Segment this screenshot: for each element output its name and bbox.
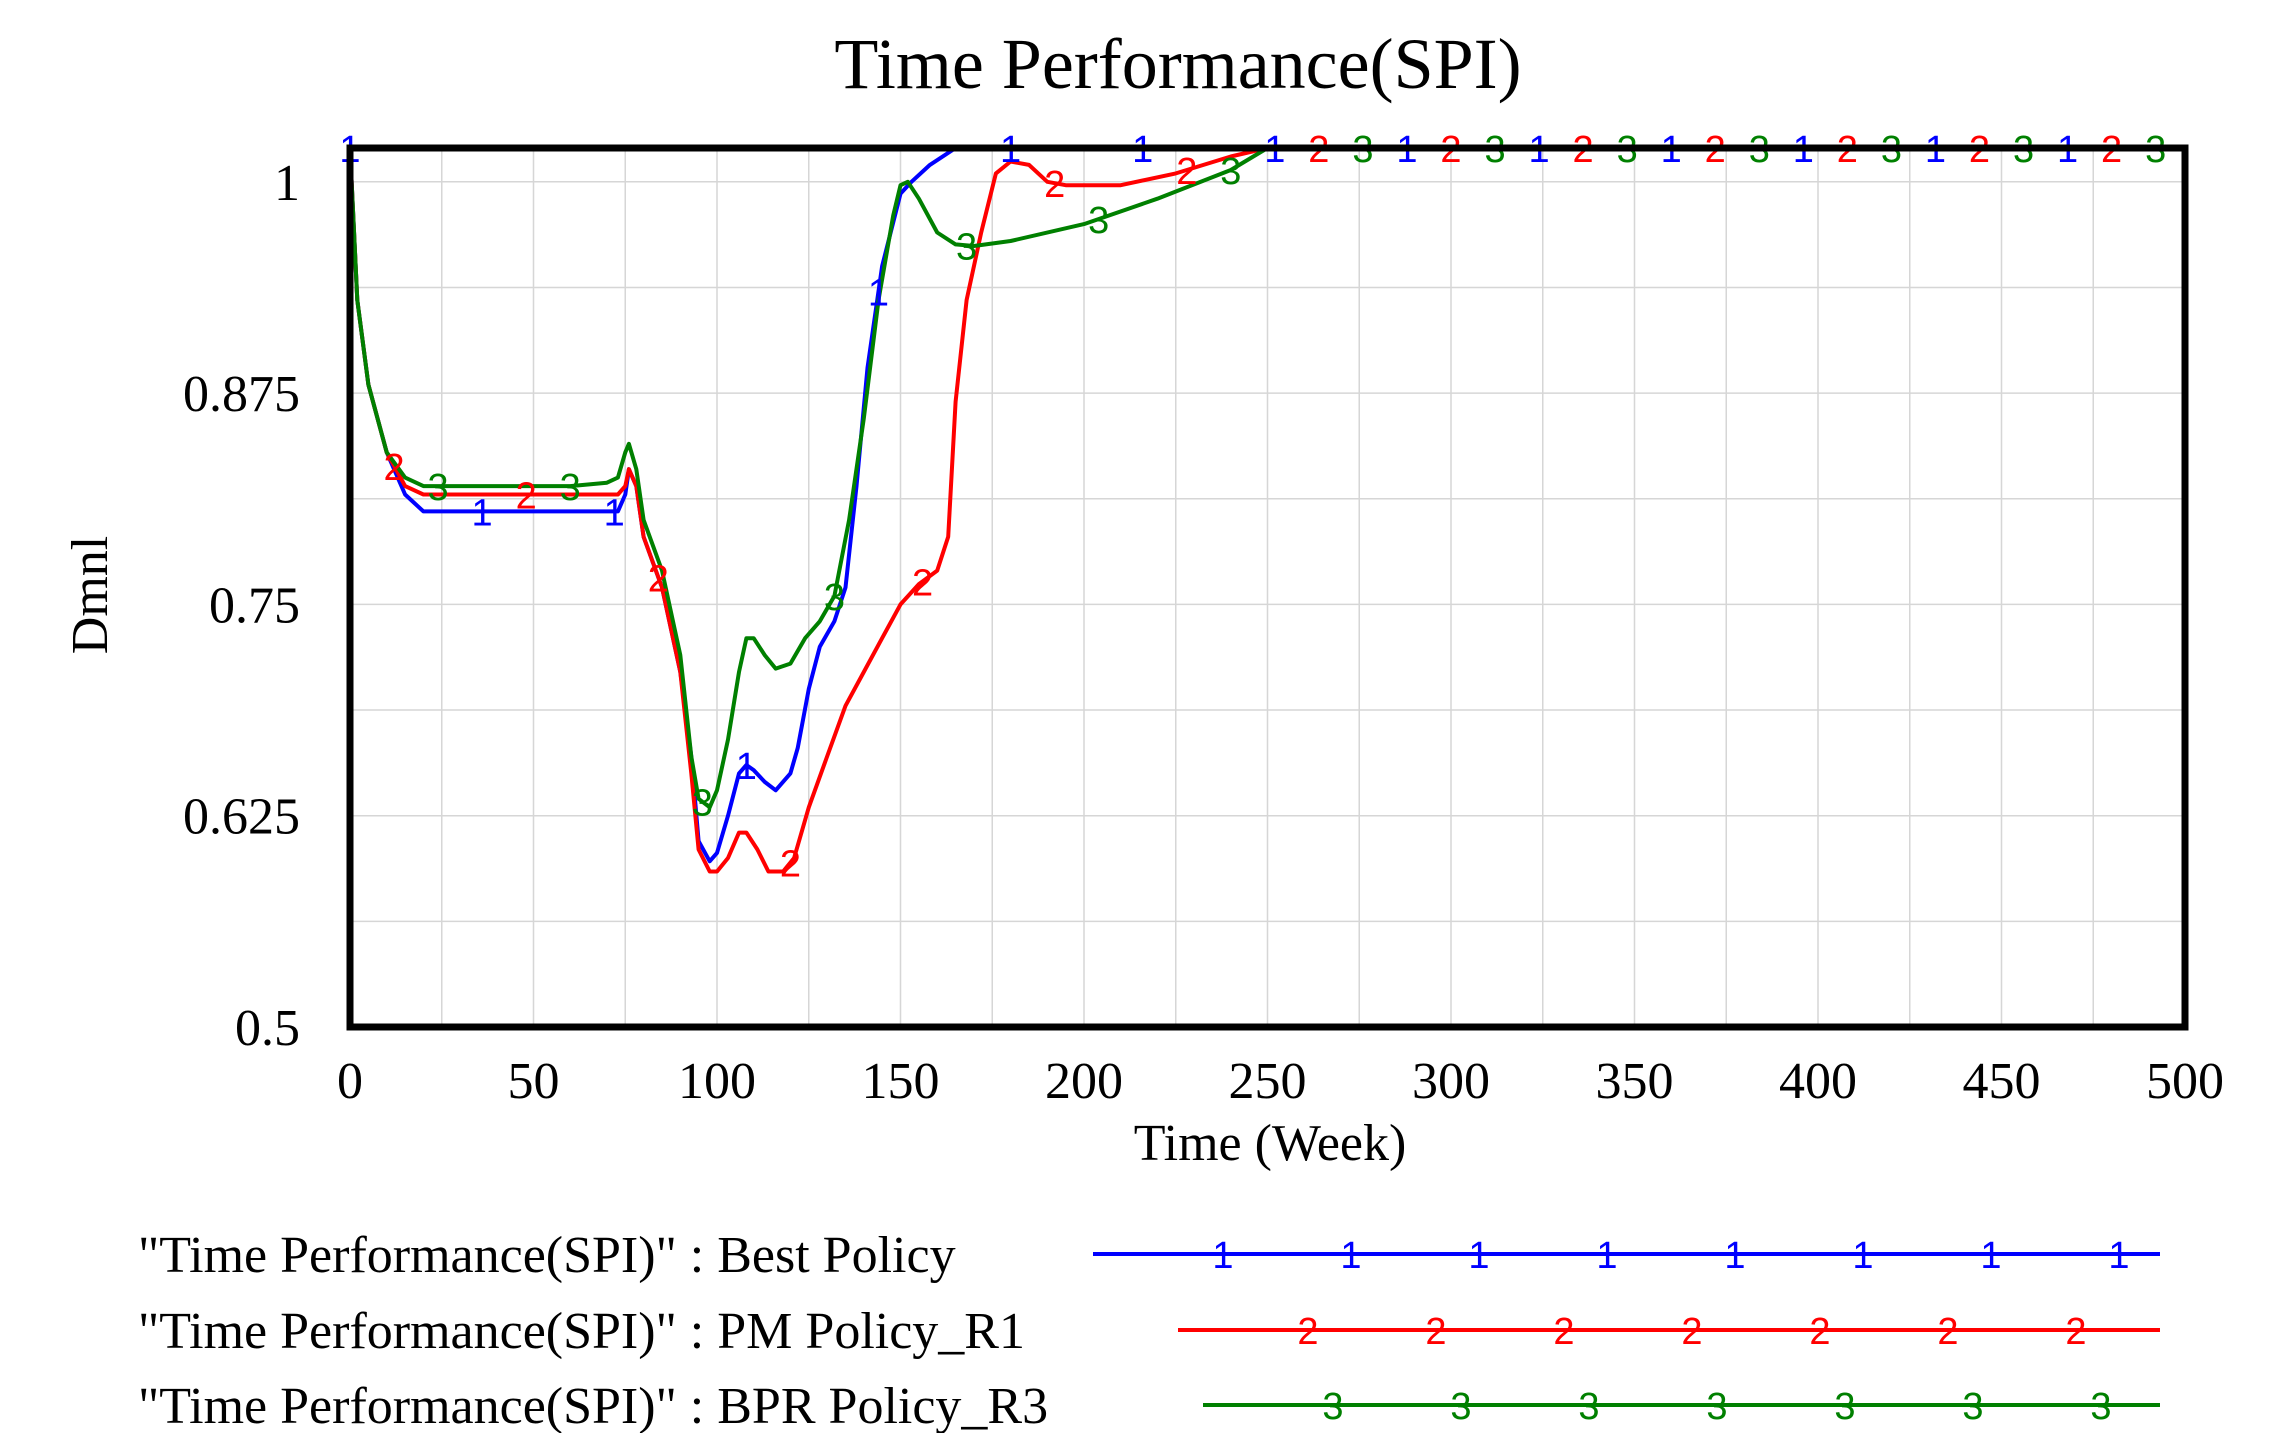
y-tick-label: 0.625 (183, 789, 300, 846)
legend-marker-2: 2 (1809, 1311, 1830, 1353)
legend-marker-1: 1 (1596, 1235, 1617, 1277)
legend-marker-1: 1 (1212, 1235, 1233, 1277)
x-tick-label: 300 (1412, 1053, 1490, 1110)
y-tick-label: 0.875 (183, 366, 300, 423)
legend-label-1: "Time Performance(SPI)" : Best Policy (138, 1227, 956, 1284)
series-marker-1: 1 (604, 492, 625, 534)
series-line-3 (348, 146, 2185, 810)
legend-marker-2: 2 (1297, 1311, 1318, 1353)
legend-marker-3: 3 (1706, 1386, 1727, 1428)
x-axis-label: Time (Week) (1134, 1115, 1407, 1172)
series-marker-2: 2 (516, 476, 537, 518)
x-tick-label: 200 (1045, 1053, 1123, 1110)
series-marker-2: 2 (912, 562, 933, 604)
x-tick-label: 50 (508, 1053, 560, 1110)
y-axis-ticks: 0.5 0.625 0.75 0.875 1 (183, 155, 300, 1057)
legend-marker-1: 1 (1468, 1235, 1489, 1277)
legend-marker-2: 2 (1937, 1311, 1958, 1353)
legend-label-2: "Time Performance(SPI)" : PM Policy_R1 (138, 1303, 1025, 1360)
grid (349, 148, 2186, 1028)
legend-marker-1: 1 (2108, 1235, 2129, 1277)
y-tick-label: 0.75 (209, 577, 300, 634)
y-axis-label: Dmnl (62, 536, 119, 654)
legend-marker-3: 3 (1450, 1386, 1471, 1428)
series-marker-3: 3 (560, 467, 581, 509)
series-marker-3: 3 (692, 783, 713, 825)
x-tick-label: 450 (1963, 1053, 2041, 1110)
series-marker-2: 2 (1044, 164, 1065, 206)
series-line-2 (348, 146, 2185, 874)
series-marker-3: 3 (1220, 151, 1241, 193)
legend-marker-3: 3 (2090, 1386, 2111, 1428)
x-tick-label: 400 (1779, 1053, 1857, 1110)
series-marker-1: 1 (868, 273, 889, 315)
plot-frame (346, 144, 2189, 1031)
legend-marker-3: 3 (1834, 1386, 1855, 1428)
legend-label-3: "Time Performance(SPI)" : BPR Policy_R3 (138, 1378, 1048, 1433)
legend-marker-2: 2 (2065, 1311, 2086, 1353)
legend-marker-1: 1 (1724, 1235, 1745, 1277)
series-marker-2: 2 (383, 447, 404, 489)
legend: "Time Performance(SPI)" : Best Policy 1 1 1… (138, 1227, 2160, 1433)
chart-title: Time Performance(SPI) (834, 24, 1521, 104)
legend-marker-3: 3 (1578, 1386, 1599, 1428)
x-tick-label: 100 (678, 1053, 756, 1110)
series-marker-3: 3 (956, 226, 977, 268)
y-tick-label: 1 (274, 155, 300, 212)
legend-marker-3: 3 (1962, 1386, 1983, 1428)
legend-marker-2: 2 (1425, 1311, 1446, 1353)
series-marker-3: 3 (1088, 200, 1109, 242)
legend-marker-1: 1 (1340, 1235, 1361, 1277)
y-tick-label: 0.5 (235, 1000, 300, 1057)
series-marker-1: 1 (472, 492, 493, 534)
legend-marker-1: 1 (1980, 1235, 2001, 1277)
x-tick-label: 250 (1229, 1053, 1307, 1110)
legend-marker-2: 2 (1681, 1311, 1702, 1353)
series-marker-3: 3 (428, 467, 449, 509)
x-tick-label: 150 (862, 1053, 940, 1110)
legend-marker-2: 2 (1553, 1311, 1574, 1353)
x-tick-label: 350 (1596, 1053, 1674, 1110)
x-axis-ticks: 0 50 100 150 200 250 300 350 400 450 500 (337, 1053, 2224, 1110)
series-marker-1: 1 (736, 746, 757, 788)
series-marker-3: 3 (824, 577, 845, 619)
x-tick-label: 0 (337, 1053, 363, 1110)
series-marker-2: 2 (1176, 151, 1197, 193)
legend-marker-1: 1 (1852, 1235, 1873, 1277)
x-tick-label: 500 (2146, 1053, 2224, 1110)
legend-marker-3: 3 (1322, 1386, 1343, 1428)
series-marker-2: 2 (648, 558, 669, 600)
series-marker-2: 2 (780, 843, 801, 885)
